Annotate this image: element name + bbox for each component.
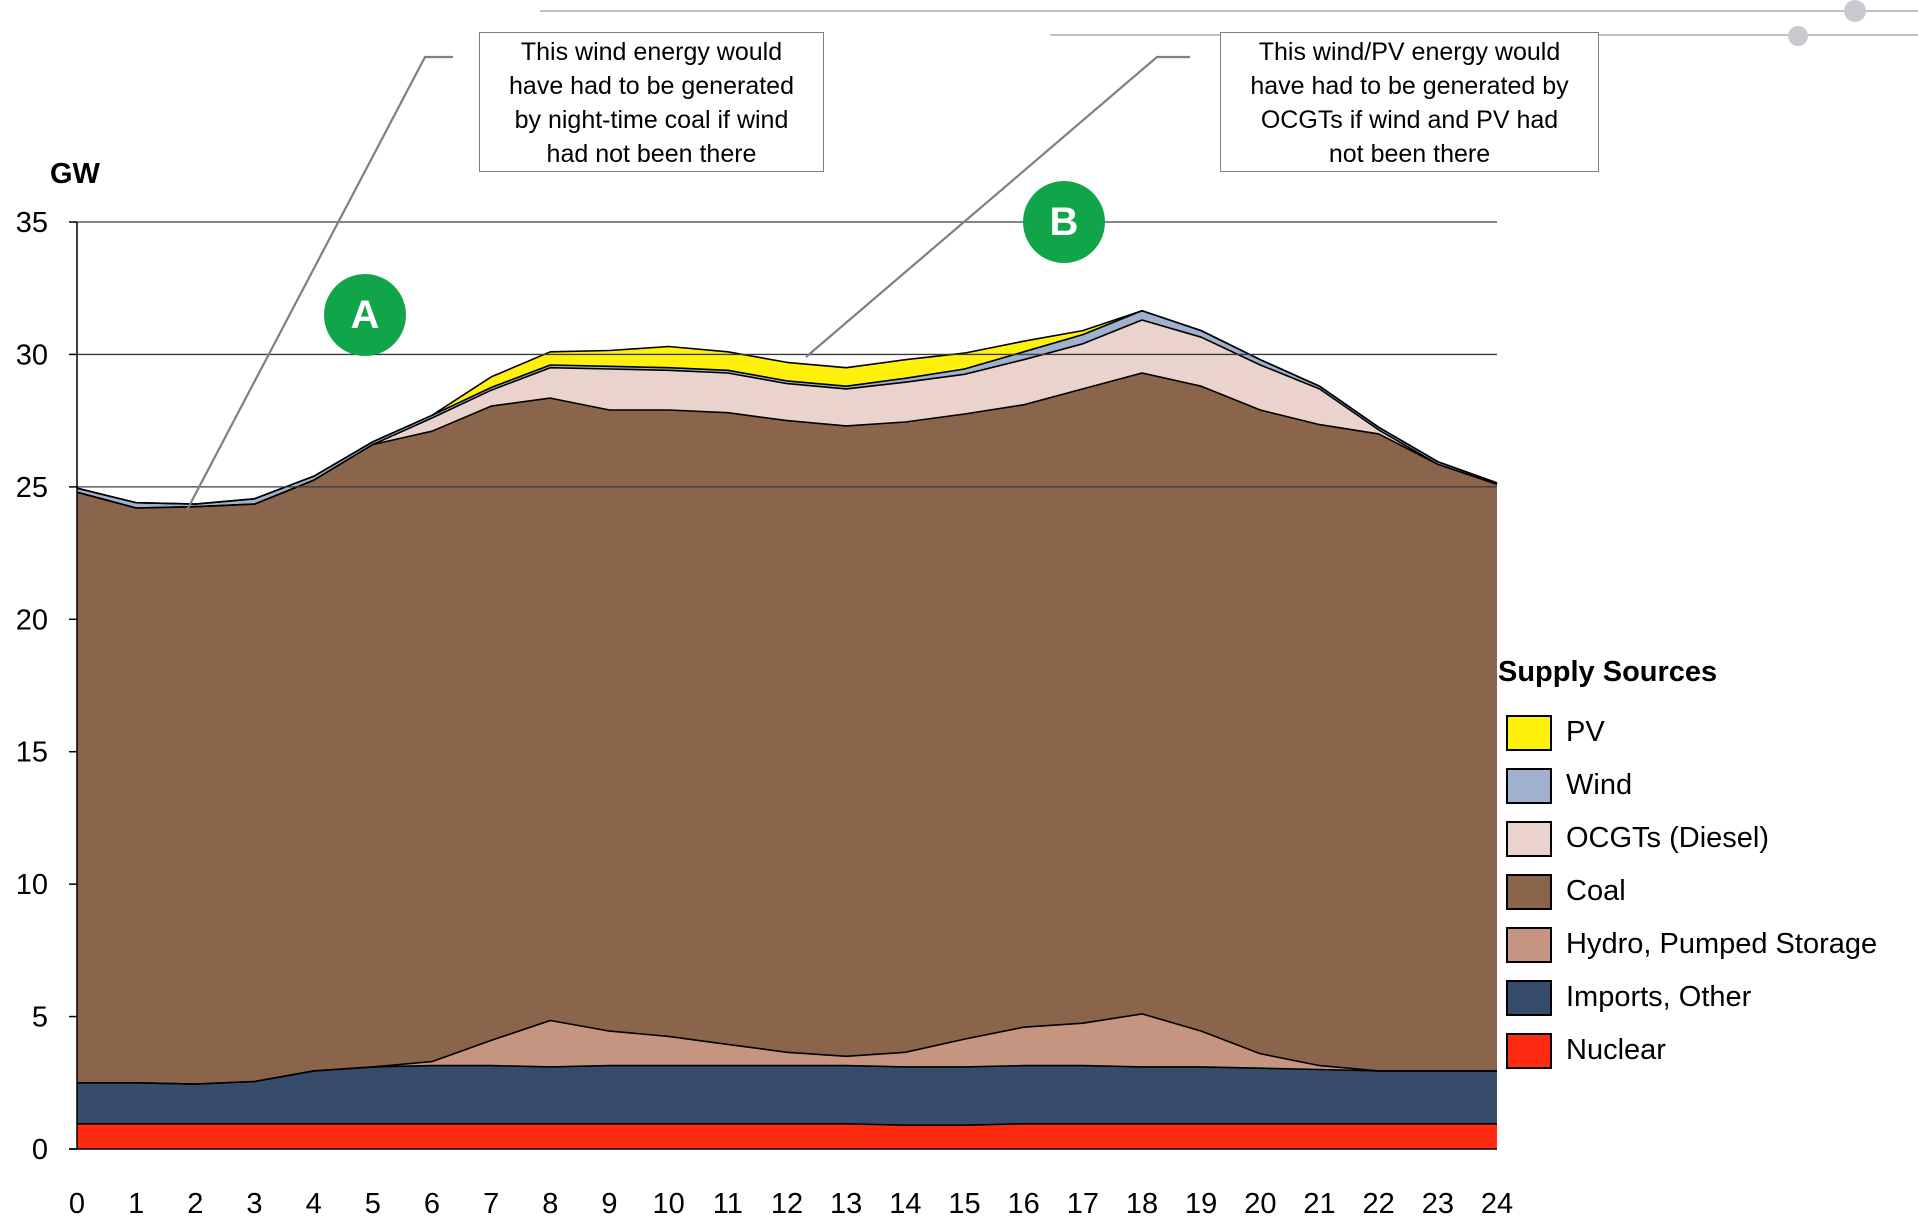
legend-item-hydro: Hydro, Pumped Storage xyxy=(1498,918,1908,971)
area-outline-hydro-pumped-storage xyxy=(77,1013,1497,1085)
y-tick-label: 25 xyxy=(16,472,48,504)
area-outline-ocgts-diesel xyxy=(76,319,1498,509)
area-nuclear xyxy=(77,1123,1497,1149)
x-tick-label: 7 xyxy=(483,1188,499,1216)
x-tick-label: 3 xyxy=(246,1188,262,1216)
legend-swatch-hydro xyxy=(1506,926,1552,963)
stacked-areas xyxy=(77,310,1497,1149)
area-imports-other xyxy=(77,1065,1497,1126)
legend-item-pv: PV xyxy=(1498,706,1908,759)
y-tick-label: 5 xyxy=(32,1002,48,1034)
y-tick-label: 15 xyxy=(16,737,48,769)
x-tick-label: 1 xyxy=(128,1188,144,1216)
legend-label-nuclear: Nuclear xyxy=(1566,1034,1666,1066)
legend-label-hydro: Hydro, Pumped Storage xyxy=(1566,928,1878,960)
legend-swatch-wind xyxy=(1506,767,1552,804)
header-dot-top xyxy=(1844,0,1866,22)
legend-swatch-ocgts xyxy=(1506,820,1552,857)
header-dot-bottom xyxy=(1788,26,1808,46)
legend-label-pv: PV xyxy=(1566,716,1605,748)
callout-leader-b xyxy=(805,55,1190,358)
y-tick-label: 0 xyxy=(32,1134,48,1166)
x-tick-label: 23 xyxy=(1422,1188,1454,1216)
gridlines xyxy=(77,221,1497,488)
x-tick-label: 11 xyxy=(713,1188,743,1216)
legend-swatch-coal xyxy=(1506,873,1552,910)
area-outline-nuclear xyxy=(77,1123,1497,1126)
x-tick-label: 6 xyxy=(424,1188,440,1216)
x-tick-label: 0 xyxy=(69,1188,85,1216)
callout-b-line-2: have had to be generated by xyxy=(1250,72,1569,100)
legend-label-ocgts: OCGTs (Diesel) xyxy=(1566,822,1770,854)
x-tick-label: 13 xyxy=(830,1188,862,1216)
legend-item-imports: Imports, Other xyxy=(1498,971,1908,1024)
x-tick-label: 15 xyxy=(948,1188,980,1216)
y-tick-label: 30 xyxy=(16,339,48,371)
legend-swatch-pv xyxy=(1506,714,1552,751)
legend-item-nuclear: Nuclear xyxy=(1498,1024,1908,1077)
legend-item-coal: Coal xyxy=(1498,865,1908,918)
decorative-header-lines xyxy=(540,0,1918,46)
y-unit-label: GW xyxy=(50,158,101,190)
legend-item-wind: Wind xyxy=(1498,759,1908,812)
callout-box-wind-pv-ocgt: This wind/PV energy would have had to be… xyxy=(1220,32,1599,172)
legend-item-ocgts: OCGTs (Diesel) xyxy=(1498,812,1908,865)
callout-b-line-4: not been there xyxy=(1328,140,1491,168)
area-ocgts-diesel xyxy=(77,320,1497,508)
annotation-badge-b: B xyxy=(1023,181,1105,263)
x-tick-label: 12 xyxy=(771,1188,803,1216)
area-coal xyxy=(77,373,1497,1085)
x-tick-label: 4 xyxy=(306,1188,322,1216)
x-tick-label: 9 xyxy=(601,1188,617,1216)
x-tick-label: 10 xyxy=(653,1188,685,1216)
y-tick-label: 20 xyxy=(16,604,48,636)
x-tick-label: 5 xyxy=(365,1188,381,1216)
x-tick-label: 20 xyxy=(1244,1188,1276,1216)
callout-b-line-3: OCGTs if wind and PV had xyxy=(1260,106,1559,134)
callout-leader-a xyxy=(186,55,453,511)
x-tick-label: 16 xyxy=(1008,1188,1040,1216)
callout-a-line-3: by night-time coal if wind xyxy=(514,106,789,134)
y-tick-label: 10 xyxy=(16,869,48,901)
callout-a-line-2: have had to be generated xyxy=(509,72,794,100)
x-tick-label: 21 xyxy=(1303,1188,1335,1216)
x-tick-label: 24 xyxy=(1481,1188,1513,1216)
callout-leader-lines xyxy=(186,55,1190,511)
axes xyxy=(69,221,1497,1150)
legend-label-imports: Imports, Other xyxy=(1566,981,1752,1013)
x-tick-label: 19 xyxy=(1185,1188,1217,1216)
x-tick-label: 18 xyxy=(1126,1188,1158,1216)
legend-swatch-nuclear xyxy=(1506,1032,1552,1069)
legend-title: Supply Sources xyxy=(1498,656,1718,688)
legend: Supply Sources PV Wind OCGTs (Diesel) Co… xyxy=(1498,656,1908,1077)
area-outline-pv xyxy=(76,309,1498,505)
callout-box-wind-coal: This wind energy would have had to be ge… xyxy=(479,32,824,172)
y-tick-label: 35 xyxy=(16,207,48,239)
series-outlines xyxy=(76,309,1498,1126)
legend-label-coal: Coal xyxy=(1566,875,1626,907)
x-tick-label: 2 xyxy=(187,1188,203,1216)
callout-a-line-4: had not been there xyxy=(546,140,757,168)
legend-swatch-imports xyxy=(1506,979,1552,1016)
annotation-badge-a: A xyxy=(324,274,406,356)
x-tick-label: 14 xyxy=(889,1188,921,1216)
callout-a-line-1: This wind energy would xyxy=(520,38,783,66)
x-tick-label: 22 xyxy=(1363,1188,1395,1216)
callout-b-line-1: This wind/PV energy would xyxy=(1258,38,1561,66)
x-tick-label: 17 xyxy=(1067,1188,1099,1216)
legend-label-wind: Wind xyxy=(1566,769,1633,801)
x-tick-label: 8 xyxy=(542,1188,558,1216)
